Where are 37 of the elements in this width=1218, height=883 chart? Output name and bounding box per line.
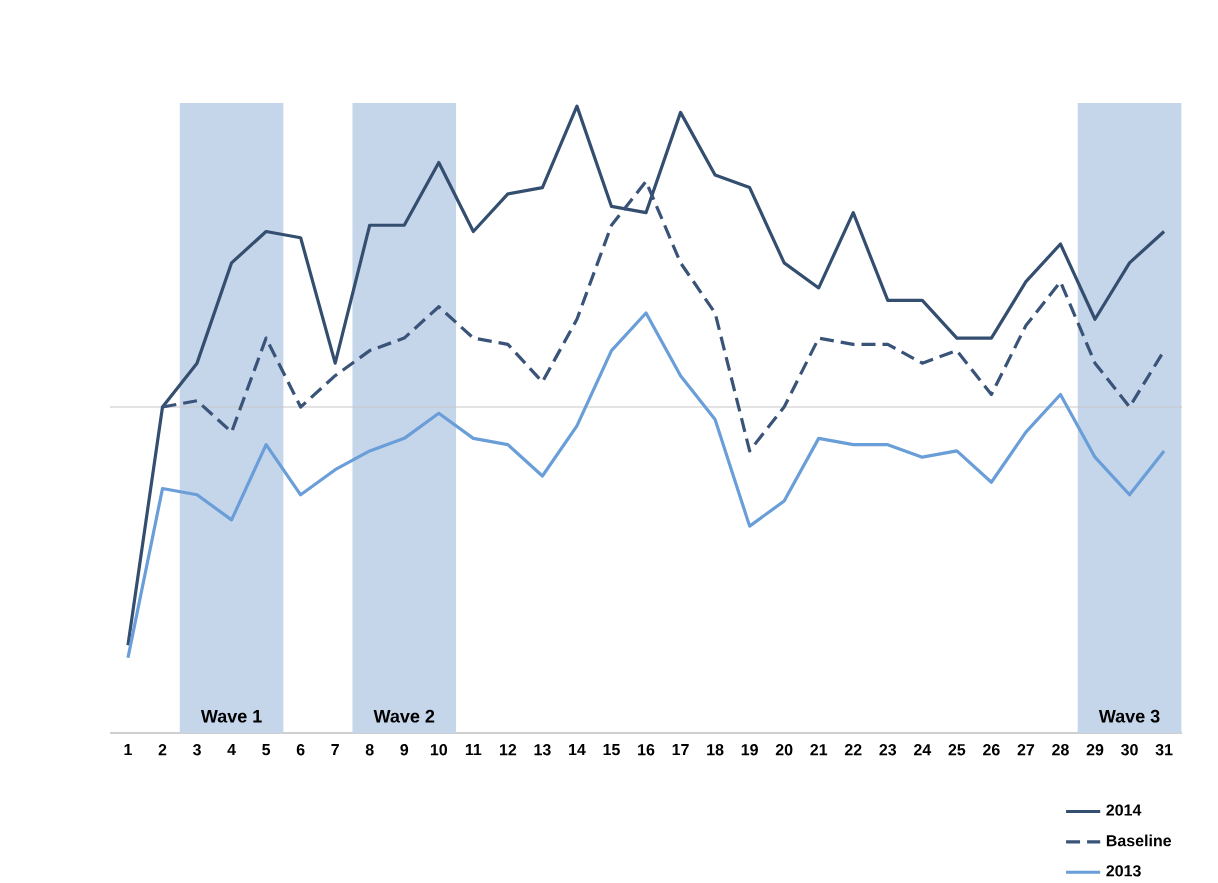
x-tick-label: 27 xyxy=(1017,744,1035,756)
band-label: Wave 1 xyxy=(200,710,262,723)
x-tick-label: 16 xyxy=(638,744,655,756)
x-tick-label: 17 xyxy=(672,744,689,756)
x-tick-label: 30 xyxy=(1121,744,1138,756)
x-tick-label: 14 xyxy=(569,744,586,756)
x-tick-label: 18 xyxy=(707,744,724,756)
x-tick-label: 22 xyxy=(844,744,862,756)
x-tick-label: 1 xyxy=(124,744,132,756)
x-tick-label: 15 xyxy=(603,744,620,756)
x-tick-label: 3 xyxy=(192,744,201,756)
x-tick-label: 11 xyxy=(465,744,482,756)
x-tick-label: 21 xyxy=(810,744,828,756)
x-tick-label: 25 xyxy=(948,744,966,756)
x-tick-label: 13 xyxy=(534,744,551,756)
x-tick-label: 10 xyxy=(430,744,448,756)
x-tick-label: 31 xyxy=(1155,744,1173,756)
x-tick-label: 8 xyxy=(365,744,374,756)
legend-label: Baseline xyxy=(1106,834,1172,847)
x-tick-label: 9 xyxy=(400,744,409,756)
x-tick-label: 7 xyxy=(331,744,339,756)
x-tick-label: 28 xyxy=(1052,744,1069,756)
x-tick-label: 5 xyxy=(262,744,271,756)
x-tick-label: 12 xyxy=(499,744,517,756)
legend-label: 2014 xyxy=(1106,804,1142,816)
x-tick-label: 26 xyxy=(983,744,1000,756)
x-tick-label: 23 xyxy=(879,744,897,756)
legend-label: 2013 xyxy=(1106,865,1141,877)
x-tick-label: 24 xyxy=(913,744,932,756)
x-tick-label: 6 xyxy=(296,744,305,756)
x-tick-label: 4 xyxy=(227,744,236,756)
x-tick-label: 19 xyxy=(741,744,758,756)
x-tick-label: 20 xyxy=(775,744,793,756)
x-tick-label: 29 xyxy=(1086,744,1104,756)
band-label: Wave 3 xyxy=(1098,709,1160,723)
band-label: Wave 2 xyxy=(373,709,435,723)
x-tick-label: 2 xyxy=(158,744,167,756)
